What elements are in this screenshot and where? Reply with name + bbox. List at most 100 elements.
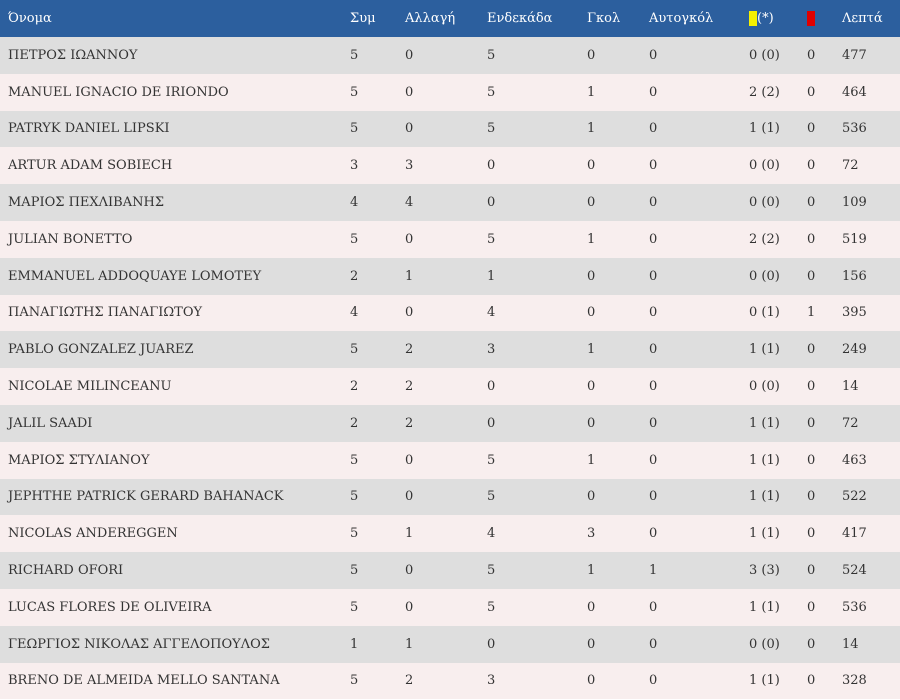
- player-name: ΜΑΡΙΟΣ ΠΕΧΛΙΒΑΝΗΣ: [8, 195, 165, 211]
- lineup-cell: 4: [487, 526, 496, 542]
- goals-cell: 1: [587, 452, 596, 468]
- header-own-goals[interactable]: Αυτογκόλ: [649, 11, 714, 26]
- yellow-cards-cell: 0 (1): [749, 305, 780, 321]
- minutes-cell: 536: [842, 121, 867, 137]
- goals-cell: 0: [587, 415, 596, 431]
- apps-cell: 5: [350, 489, 359, 505]
- lineup-cell: 0: [487, 158, 496, 174]
- goals-cell: 0: [587, 636, 596, 652]
- minutes-cell: 249: [842, 342, 867, 358]
- apps-cell: 2: [350, 379, 359, 395]
- header-goals[interactable]: Γκολ: [587, 11, 621, 26]
- minutes-cell: 14: [842, 636, 859, 652]
- header-name[interactable]: Όνομα: [8, 11, 52, 26]
- yellow-cards-cell: 1 (1): [749, 599, 780, 615]
- apps-cell: 5: [350, 563, 359, 579]
- table-row: MANUEL IGNACIO DE IRIONDO 5 0 5 1 0 2 (2) 0 464: [0, 73, 900, 111]
- player-name: ΠΕΤΡΟΣ ΙΩΑΝΝΟΥ: [8, 47, 138, 63]
- table-row: JEPHTHE PATRICK GERARD BAHANACK 5 0 5 0 0 1 (1…: [0, 478, 900, 516]
- player-name: ΠΑΝΑΓΙΩΤΗΣ ΠΑΝΑΓΙΩΤΟΥ: [8, 305, 203, 321]
- lineup-cell: 5: [487, 84, 496, 100]
- table-row: ΜΑΡΙΟΣ ΣΤΥΛΙΑΝΟΥ 5 0 5 1 0 1 (1) 0 463: [0, 441, 900, 479]
- header-red-cards[interactable]: [807, 0, 842, 37]
- own-goals-cell: 0: [649, 636, 658, 652]
- minutes-cell: 109: [842, 195, 867, 211]
- yellow-cards-cell: 0 (0): [749, 268, 780, 284]
- yellow-cards-cell: 1 (1): [749, 673, 780, 689]
- apps-cell: 5: [350, 526, 359, 542]
- table-row: LUCAS FLORES DE OLIVEIRA 5 0 5 0 0 1 (1) 0 536: [0, 588, 900, 626]
- red-cards-cell: 0: [807, 452, 816, 468]
- sub-cell: 0: [405, 563, 414, 579]
- apps-cell: 5: [350, 84, 359, 100]
- header-minutes[interactable]: Λεπτά: [842, 11, 883, 26]
- own-goals-cell: 0: [649, 489, 658, 505]
- lineup-cell: 0: [487, 636, 496, 652]
- goals-cell: 0: [587, 673, 596, 689]
- lineup-cell: 4: [487, 305, 496, 321]
- red-card-icon: [807, 11, 815, 26]
- goals-cell: 1: [587, 121, 596, 137]
- red-cards-cell: 0: [807, 268, 816, 284]
- minutes-cell: 519: [842, 231, 867, 247]
- own-goals-cell: 0: [649, 415, 658, 431]
- red-cards-cell: 0: [807, 599, 816, 615]
- sub-cell: 1: [405, 268, 414, 284]
- player-name: JALIL SAADI: [8, 415, 93, 431]
- yellow-cards-cell: 1 (1): [749, 121, 780, 137]
- header-apps[interactable]: Συμ: [350, 11, 376, 26]
- sub-cell: 2: [405, 415, 414, 431]
- red-cards-cell: 0: [807, 121, 816, 137]
- goals-cell: 1: [587, 563, 596, 579]
- apps-cell: 4: [350, 195, 359, 211]
- lineup-cell: 5: [487, 231, 496, 247]
- player-name: ΓΕΩΡΓΙΟΣ ΝΙΚΟΛΑΣ ΑΓΓΕΛΟΠΟΥΛΟΣ: [8, 636, 270, 652]
- goals-cell: 0: [587, 599, 596, 615]
- minutes-cell: 72: [842, 158, 859, 174]
- sub-cell: 0: [405, 489, 414, 505]
- player-name: BRENO DE ALMEIDA MELLO SANTANA: [8, 673, 280, 689]
- goals-cell: 0: [587, 379, 596, 395]
- player-name: PATRYK DANIEL LIPSKI: [8, 121, 170, 137]
- apps-cell: 5: [350, 452, 359, 468]
- header-lineup[interactable]: Ενδεκάδα: [487, 11, 553, 26]
- player-name: NICOLAS ANDEREGGEN: [8, 526, 178, 542]
- table-header: Όνομα Συμ Αλλαγή Ενδεκάδα Γκολ Αυτογκόλ …: [0, 0, 900, 37]
- yellow-cards-cell: 2 (2): [749, 84, 780, 100]
- table-row: BRENO DE ALMEIDA MELLO SANTANA 5 2 3 0 0 1 (1)…: [0, 662, 900, 700]
- red-cards-cell: 0: [807, 195, 816, 211]
- sub-cell: 2: [405, 673, 414, 689]
- lineup-cell: 0: [487, 415, 496, 431]
- player-name: RICHARD OFORI: [8, 563, 124, 579]
- table-row: ΜΑΡΙΟΣ ΠΕΧΛΙΒΑΝΗΣ 4 4 0 0 0 0 (0) 0 109: [0, 184, 900, 221]
- own-goals-cell: 0: [649, 158, 658, 174]
- table-row: ARTUR ADAM SOBIECH 3 3 0 0 0 0 (0) 0 72: [0, 147, 900, 185]
- minutes-cell: 463: [842, 452, 867, 468]
- sub-cell: 1: [405, 636, 414, 652]
- apps-cell: 3: [350, 158, 359, 174]
- sub-cell: 2: [405, 342, 414, 358]
- own-goals-cell: 0: [649, 305, 658, 321]
- minutes-cell: 417: [842, 526, 867, 542]
- apps-cell: 5: [350, 47, 359, 63]
- player-name: JEPHTHE PATRICK GERARD BAHANACK: [8, 489, 284, 505]
- header-sub[interactable]: Αλλαγή: [405, 11, 456, 26]
- table-row: EMMANUEL ADDOQUAYE LOMOTEY 2 1 1 0 0 0 (0) 0 156: [0, 257, 900, 295]
- table-row: JULIAN BONETTO 5 0 5 1 0 2 (2) 0 519: [0, 220, 900, 258]
- goals-cell: 0: [587, 47, 596, 63]
- table-row: RICHARD OFORI 5 0 5 1 1 3 (3) 0 524: [0, 552, 900, 589]
- yellow-cards-cell: 3 (3): [749, 563, 780, 579]
- player-name: NICOLAE MILINCEANU: [8, 379, 172, 395]
- table-row: PABLO GONZALEZ JUAREZ 5 2 3 1 0 1 (1) 0 249: [0, 331, 900, 369]
- table-row: JALIL SAADI 2 2 0 0 0 1 (1) 0 72: [0, 404, 900, 442]
- table-row: ΠΕΤΡΟΣ ΙΩΑΝΝΟΥ 5 0 5 0 0 0 (0) 0 477: [0, 37, 900, 74]
- header-yellow-cards[interactable]: (*): [749, 0, 807, 37]
- yellow-cards-cell: 1 (1): [749, 452, 780, 468]
- own-goals-cell: 0: [649, 121, 658, 137]
- sub-cell: 0: [405, 231, 414, 247]
- apps-cell: 5: [350, 231, 359, 247]
- goals-cell: 1: [587, 84, 596, 100]
- own-goals-cell: 0: [649, 673, 658, 689]
- yellow-cards-cell: 2 (2): [749, 231, 780, 247]
- lineup-cell: 1: [487, 268, 496, 284]
